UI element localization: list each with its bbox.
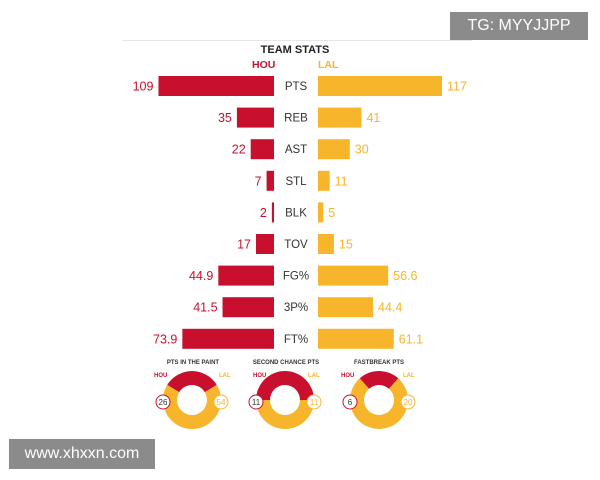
- paint-pts-title: PTS IN THE PAINT: [166, 360, 220, 366]
- bar-lal-blk: [318, 202, 324, 223]
- value-label-lal-ft-pct: 61.1: [399, 332, 423, 346]
- second-chance-title: SECOND CHANCE PTS: [252, 360, 320, 366]
- paint-badge-hou: [155, 394, 171, 410]
- fastbreak-badge-lal: [400, 394, 416, 410]
- value-label-lal-fg-pct: 56.6: [393, 269, 417, 283]
- value-label-lal-blk: 5: [328, 206, 335, 220]
- home-team-header: HOU: [252, 59, 276, 71]
- fastbreak-value-hou: 6: [348, 398, 353, 407]
- bar-hou-blk: [271, 202, 274, 223]
- value-label-lal-ast: 30: [355, 143, 369, 157]
- paint-slice-hou: [167, 371, 217, 393]
- fastbreak-badge-hou: [342, 394, 358, 410]
- value-label-hou-stl: 7: [255, 174, 262, 188]
- bar-hou-ast: [250, 139, 274, 160]
- second-chance-value-lal: 11: [310, 398, 319, 407]
- bar-lal-reb: [318, 107, 362, 128]
- fastbreak-slice-lal: [350, 378, 408, 429]
- fastbreak-slice-hou: [359, 370, 399, 389]
- category-label-ast: AST: [285, 144, 307, 156]
- value-label-lal-stl: 11: [335, 174, 348, 188]
- bar-lal-stl: [318, 170, 330, 191]
- value-label-lal-reb: 41: [366, 111, 380, 125]
- watermark-top-right: TG: MYYJJPP: [450, 12, 588, 40]
- fastbreak-value-lal: 20: [404, 398, 413, 407]
- value-label-hou-reb: 35: [218, 111, 232, 125]
- paint-home-label: HOU: [154, 373, 168, 379]
- category-label-tov: TOV: [284, 239, 308, 251]
- category-label-fg-pct: FG%: [283, 271, 309, 283]
- watermark-bottom-left: www.xhxxn.com: [9, 439, 155, 469]
- value-label-hou-blk: 2: [260, 206, 267, 220]
- bar-lal-tov: [318, 234, 334, 254]
- value-label-lal-pts: 117: [447, 80, 467, 94]
- category-label-3p-pct: 3P%: [284, 302, 308, 314]
- paint-value-lal: 54: [217, 398, 226, 407]
- bar-lal-fg-pct: [318, 265, 389, 286]
- fastbreak-title: FASTBREAK PTS: [353, 360, 404, 366]
- value-label-hou-ft-pct: 73.9: [153, 332, 177, 346]
- header-divider: [122, 40, 472, 41]
- bar-lal-pts: [318, 76, 442, 96]
- paint-slice-lal: [162, 384, 221, 430]
- second-chance-slice-lal: [256, 400, 314, 429]
- value-label-lal-3p-pct: 44.4: [378, 301, 402, 315]
- second-chance-away-label: LAL: [308, 373, 320, 379]
- value-label-hou-pts: 109: [133, 80, 154, 94]
- category-label-stl: STL: [285, 176, 307, 188]
- category-label-ft-pct: FT%: [284, 334, 308, 346]
- second-chance-slice-hou: [256, 371, 314, 400]
- fastbreak-away-label: LAL: [403, 373, 415, 379]
- value-label-hou-ast: 22: [232, 143, 246, 157]
- bar-hou-fg-pct: [218, 265, 274, 286]
- bar-hou-3p-pct: [222, 297, 274, 318]
- bar-lal-ft-pct: [318, 328, 394, 349]
- bar-hou-reb: [236, 107, 274, 128]
- bar-hou-stl: [266, 170, 274, 191]
- away-team-header: LAL: [318, 59, 339, 71]
- paint-away-label: LAL: [219, 373, 231, 379]
- category-label-blk: BLK: [285, 207, 307, 219]
- second-chance-home-label: HOU: [253, 373, 267, 379]
- bar-lal-3p-pct: [318, 297, 374, 318]
- second-chance-badge-lal: [306, 394, 322, 410]
- value-label-hou-3p-pct: 41.5: [193, 301, 217, 315]
- value-label-hou-tov: 17: [237, 238, 251, 252]
- bar-hou-tov: [255, 234, 274, 254]
- value-label-lal-tov: 15: [339, 238, 353, 252]
- bar-hou-pts: [158, 76, 274, 96]
- second-chance-badge-hou: [248, 394, 264, 410]
- fastbreak-home-label: HOU: [341, 373, 355, 379]
- bar-hou-ft-pct: [182, 328, 274, 349]
- chart-title: TEAM STATS: [260, 44, 330, 56]
- paint-badge-lal: [213, 394, 229, 410]
- category-label-pts: PTS: [285, 81, 308, 93]
- paint-value-hou: 26: [159, 398, 168, 407]
- bar-lal-ast: [318, 139, 350, 160]
- second-chance-value-hou: 11: [252, 398, 261, 407]
- category-label-reb: REB: [284, 113, 308, 125]
- value-label-hou-fg-pct: 44.9: [189, 269, 213, 283]
